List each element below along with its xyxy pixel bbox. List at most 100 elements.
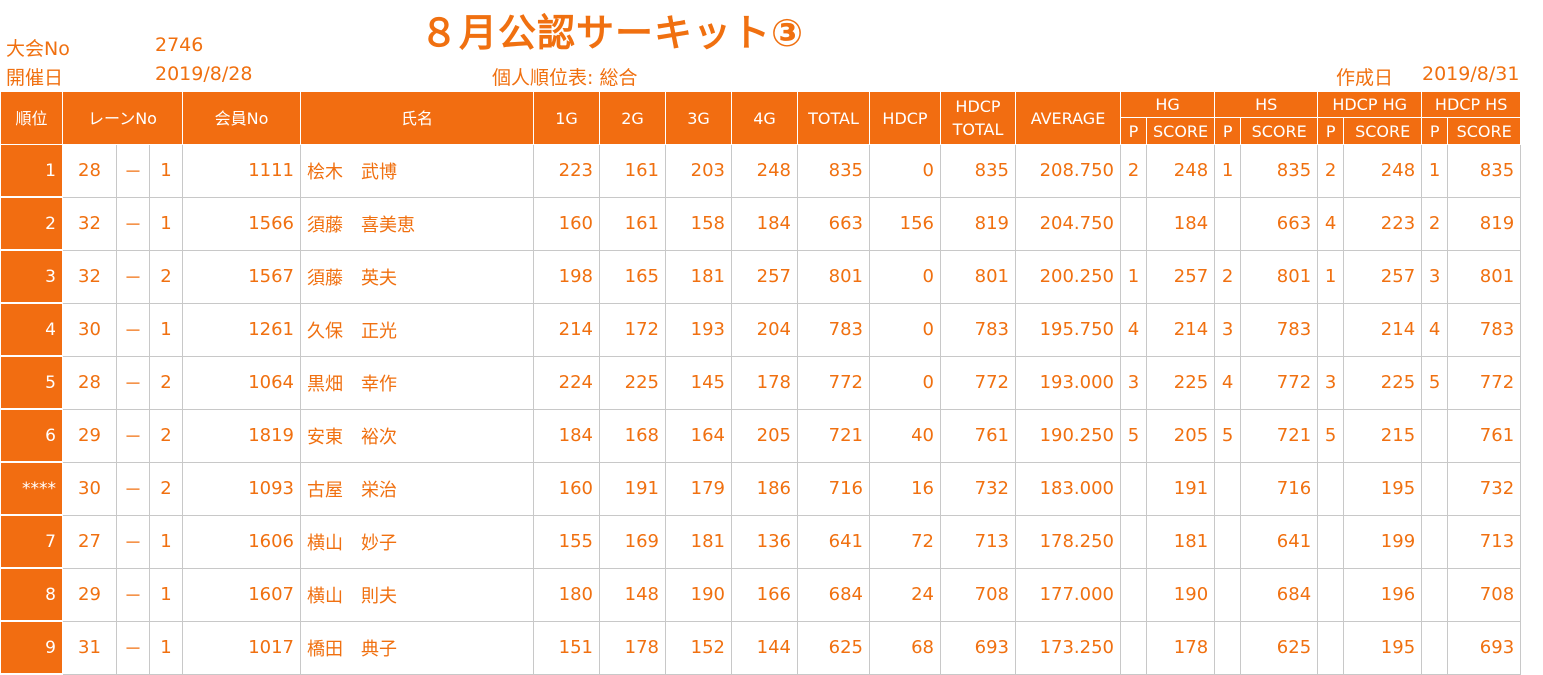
- hdcp-hs-score-cell: 761: [1447, 409, 1522, 463]
- hdcp-hg-place-cell: [1317, 621, 1345, 675]
- handicap-total-cell: 835: [940, 144, 1016, 198]
- rank-cell: 6: [0, 409, 63, 463]
- lane-position-cell: 1: [149, 568, 183, 622]
- hs-score-cell: 625: [1240, 621, 1319, 675]
- total-score-cell: 641: [797, 515, 870, 569]
- game3-score-cell: 190: [665, 568, 732, 622]
- col-member-header: 会員No: [182, 91, 301, 145]
- total-score-cell: 835: [797, 144, 870, 198]
- table-row: 3 32 － 2 1567 須藤 英夫 198 165 181 257 801 0 801 200.250…: [0, 250, 1522, 304]
- col-hdcp-hs-p-header: P: [1421, 117, 1449, 145]
- game3-score-cell: 152: [665, 621, 732, 675]
- hdcp-hg-score-cell: 214: [1343, 303, 1423, 357]
- hdcp-hs-score-cell: 713: [1447, 515, 1522, 569]
- game4-score-cell: 186: [731, 462, 798, 516]
- average-cell: 173.250: [1015, 621, 1121, 675]
- hg-place-cell: 5: [1120, 409, 1147, 463]
- table-row: 2 32 － 1 1566 須藤 喜美恵 160 161 158 184 663 156 819 204.…: [0, 197, 1522, 251]
- lane-separator-cell: －: [116, 462, 150, 516]
- hs-score-cell: 801: [1240, 250, 1319, 304]
- lane-number-cell: 29: [62, 409, 117, 463]
- hdcp-hg-score-cell: 195: [1343, 462, 1423, 516]
- col-rank-header: 順位: [0, 91, 63, 145]
- average-cell: 200.250: [1015, 250, 1121, 304]
- hg-place-cell: [1120, 621, 1147, 675]
- member-no-cell: 1567: [182, 250, 301, 304]
- hg-score-cell: 205: [1146, 409, 1216, 463]
- game3-score-cell: 145: [665, 356, 732, 410]
- member-no-cell: 1017: [182, 621, 301, 675]
- game4-score-cell: 136: [731, 515, 798, 569]
- member-no-cell: 1606: [182, 515, 301, 569]
- col-hg-header: HG: [1119, 91, 1216, 118]
- col-hdcp-hg-header: HDCP HG: [1317, 91, 1423, 118]
- lane-number-cell: 29: [62, 568, 117, 622]
- lane-separator-cell: －: [116, 621, 150, 675]
- player-name-cell: 橋田 典子: [300, 621, 534, 675]
- hdcp-hg-place-cell: [1317, 462, 1345, 516]
- game2-score-cell: 172: [599, 303, 666, 357]
- hs-place-cell: 5: [1214, 409, 1242, 463]
- hdcp-hs-score-cell: 732: [1447, 462, 1522, 516]
- lane-number-cell: 32: [62, 250, 117, 304]
- col-4g-header: 4G: [731, 91, 798, 145]
- member-no-cell: 1819: [182, 409, 301, 463]
- game4-score-cell: 248: [731, 144, 798, 198]
- table-row: 8 29 － 1 1607 横山 則夫 180 148 190 166 684 24 708 177.00…: [0, 568, 1522, 622]
- lane-separator-cell: －: [116, 356, 150, 410]
- hdcp-hg-place-cell: [1317, 303, 1345, 357]
- lane-separator-cell: －: [116, 568, 150, 622]
- rank-cell: 8: [0, 568, 63, 622]
- handicap-cell: 68: [869, 621, 941, 675]
- col-hdcp-total-header-line1: HDCP: [955, 97, 1001, 116]
- col-hdcp-header: HDCP: [869, 91, 941, 145]
- rank-cell: 5: [0, 356, 63, 410]
- hs-place-cell: [1214, 462, 1242, 516]
- hs-score-cell: 641: [1240, 515, 1319, 569]
- game1-score-cell: 160: [533, 197, 600, 251]
- event-date-label: 開催日: [6, 67, 64, 89]
- game4-score-cell: 257: [731, 250, 798, 304]
- total-score-cell: 721: [797, 409, 870, 463]
- hg-score-cell: 190: [1146, 568, 1216, 622]
- handicap-total-cell: 783: [940, 303, 1016, 357]
- player-name-cell: 久保 正光: [300, 303, 534, 357]
- handicap-cell: 0: [869, 303, 941, 357]
- game1-score-cell: 224: [533, 356, 600, 410]
- hdcp-hg-score-cell: 195: [1343, 621, 1423, 675]
- game2-score-cell: 178: [599, 621, 666, 675]
- hdcp-hs-place-cell: 3: [1421, 250, 1449, 304]
- hdcp-hs-score-cell: 708: [1447, 568, 1522, 622]
- handicap-total-cell: 732: [940, 462, 1016, 516]
- member-no-cell: 1093: [182, 462, 301, 516]
- member-no-cell: 1566: [182, 197, 301, 251]
- hdcp-hs-place-cell: [1421, 621, 1449, 675]
- total-score-cell: 663: [797, 197, 870, 251]
- member-no-cell: 1261: [182, 303, 301, 357]
- table-row: 7 27 － 1 1606 横山 妙子 155 169 181 136 641 72 713 178.25…: [0, 515, 1522, 569]
- game3-score-cell: 181: [665, 250, 732, 304]
- tournament-no-value: 2746: [155, 34, 204, 56]
- table-row: 5 28 － 2 1064 黒畑 幸作 224 225 145 178 772 0 772 193.000…: [0, 356, 1522, 410]
- col-total-header: TOTAL: [797, 91, 870, 145]
- hs-place-cell: [1214, 568, 1242, 622]
- game3-score-cell: 158: [665, 197, 732, 251]
- lane-position-cell: 2: [149, 250, 183, 304]
- table-row: 9 31 － 1 1017 橋田 典子 151 178 152 144 625 68 693 173.25…: [0, 621, 1522, 675]
- col-hs-p-header: P: [1214, 117, 1242, 145]
- game4-score-cell: 184: [731, 197, 798, 251]
- game4-score-cell: 144: [731, 621, 798, 675]
- rank-cell: 4: [0, 303, 63, 357]
- hg-place-cell: [1120, 197, 1147, 251]
- lane-position-cell: 2: [149, 462, 183, 516]
- hdcp-hg-score-cell: 223: [1343, 197, 1423, 251]
- hg-place-cell: 1: [1120, 250, 1147, 304]
- hs-score-cell: 716: [1240, 462, 1319, 516]
- game3-score-cell: 179: [665, 462, 732, 516]
- col-average-header: AVERAGE: [1015, 91, 1121, 145]
- average-cell: 193.000: [1015, 356, 1121, 410]
- hdcp-hs-place-cell: [1421, 409, 1449, 463]
- lane-position-cell: 1: [149, 303, 183, 357]
- lane-position-cell: 2: [149, 356, 183, 410]
- total-score-cell: 783: [797, 303, 870, 357]
